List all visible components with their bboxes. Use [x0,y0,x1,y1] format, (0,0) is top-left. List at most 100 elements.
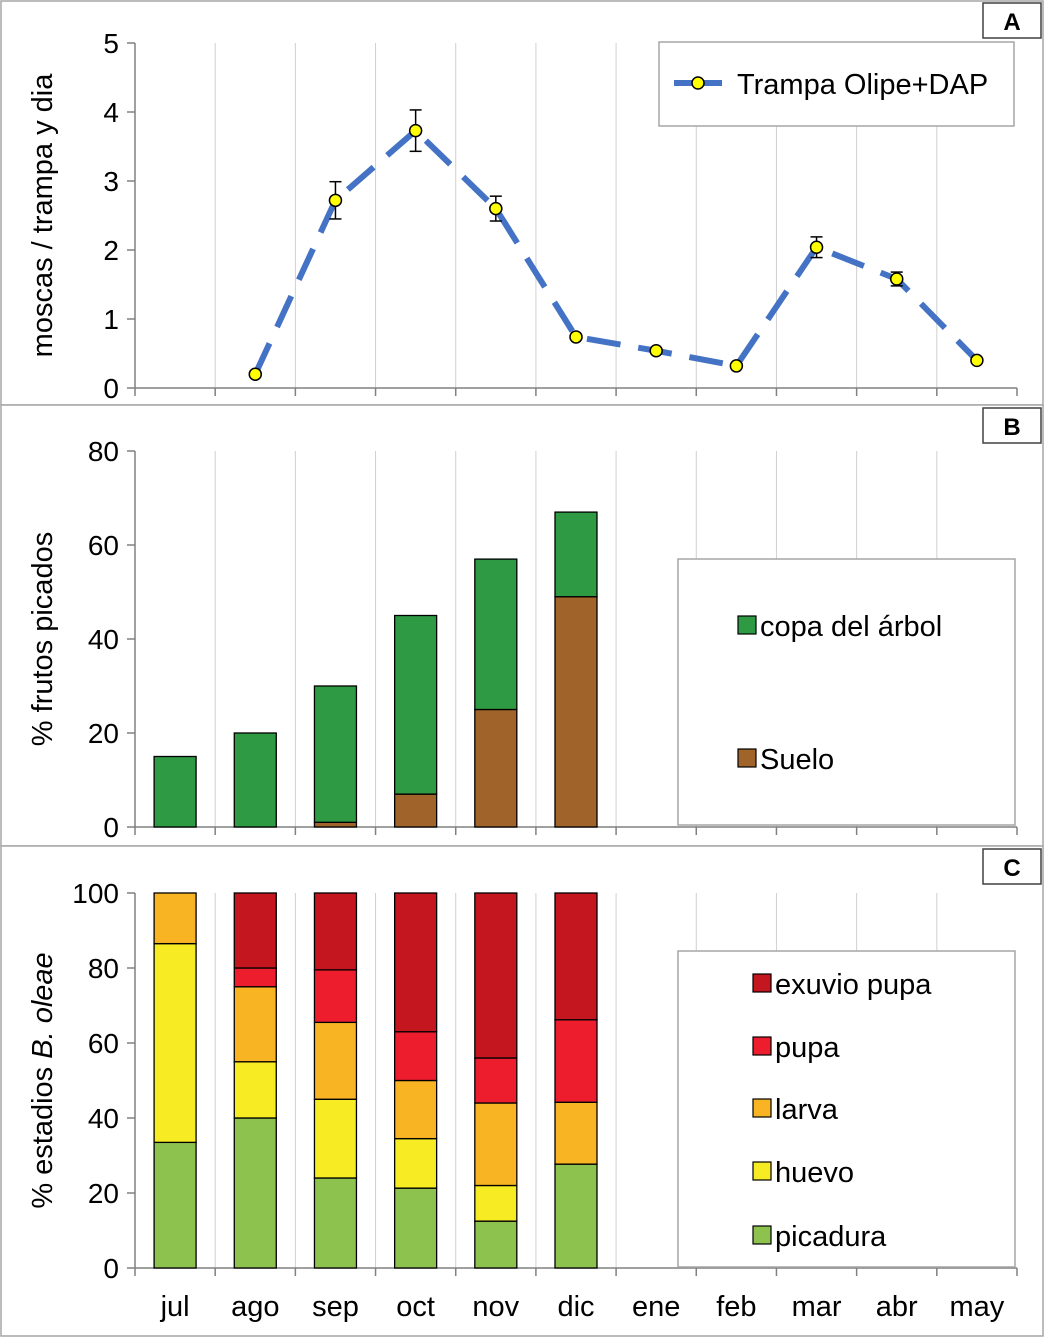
x-tick-label: jul [160,1291,190,1323]
y-tick-label: 0 [103,373,119,404]
y-tick-label: 0 [103,812,119,843]
x-tick-label: dic [557,1291,594,1323]
bar-segment-larva [153,892,197,945]
bar-segment-copa-del-rbol [474,558,518,711]
y-tick-label: 20 [88,718,119,749]
panel-a-chart: 0 1 2 3 4 5 moscas / trampa y dia Trampa Olipe+… [27,28,1018,404]
bar-segment-picadura [313,1177,358,1269]
bar-segment-picadura [153,1141,197,1269]
bar-segment-picadura [554,1163,598,1269]
y-tick-label: 3 [103,166,119,197]
x-tick-label: ago [231,1291,279,1323]
y-tick-label: 40 [88,1103,119,1134]
y-axis-title-part: B. oleae [27,952,59,1058]
legend-box [677,950,1016,1268]
bar-segment-huevo [393,1137,438,1189]
legend-marker-swatch [691,76,705,90]
legend-label: huevo [775,1157,854,1189]
x-tick-label: may [950,1291,1005,1323]
legend-label: exuvio pupa [775,969,932,1001]
bar-segment-larva [554,1101,598,1165]
legend-swatch-exuvio-pupa [752,973,772,993]
bar-segment-pupa [554,1019,598,1103]
bar-segment-copa-del-rbol [313,685,358,823]
bar-segment-copa-del-rbol [554,511,598,598]
bar-segment-picadura [474,1220,518,1269]
bar-segment-larva [313,1021,358,1100]
bar-segment-copa-del-rbol [393,614,438,795]
legend-swatch-larva [752,1098,772,1118]
series-line-trampa-olipe-dap [252,127,980,376]
y-axis-title-part: % estadios [27,1059,59,1209]
bar-segment-pupa [474,1057,518,1104]
bar-segment-pupa [393,1031,438,1082]
bar-segment-exuvio-pupa [233,892,277,969]
panel-c-chart: 0 20 40 60 80 100 % estadios B. oleae exuvio pu… [27,878,1018,1323]
x-tick-label: oct [396,1291,435,1323]
bar-segment-copa-del-rbol [233,732,277,828]
y-tick-label: 1 [103,304,119,335]
data-point [809,240,824,254]
bar-segment-suelo [313,821,358,828]
y-tick-label: 80 [88,953,119,984]
bar-segment-huevo [313,1098,358,1179]
y-tick-label: 0 [103,1253,119,1284]
data-point [489,201,503,216]
bar-segment-larva [393,1079,438,1140]
data-point [408,123,423,138]
bar-segment-huevo [233,1061,277,1119]
data-point [970,353,984,368]
y-tick-label: 5 [103,28,119,59]
bar-segment-larva [474,1102,518,1187]
data-point [889,272,904,286]
x-tick-label: feb [716,1291,756,1323]
y-tick-label: 2 [103,235,119,266]
bar-segment-copa-del-rbol [153,755,197,828]
y-tick-label: 60 [88,1028,119,1059]
legend-swatch-huevo [752,1161,772,1181]
y-tick-label: 100 [72,878,119,909]
bar-segment-pupa [313,969,358,1024]
bar-segment-suelo [554,596,598,828]
y-tick-label: 4 [103,97,119,128]
y-axis-title: % frutos picados [27,532,59,746]
panel-b-chart: 0 20 40 60 80 % frutos picados copa del árbol S… [27,436,1018,843]
x-tick-label: nov [472,1291,519,1323]
legend-swatch-suelo [737,748,757,768]
bar-segment-picadura [233,1117,277,1269]
y-tick-label: 60 [88,530,119,561]
panel-b-letter: B [1003,414,1020,441]
panel-a-letter: A [1003,9,1020,36]
bar-segment-huevo [153,942,197,1144]
panel-b-tag: B [982,407,1042,444]
panel-c-tag: C [982,848,1042,885]
y-axis-title: moscas / trampa y dia [27,73,59,358]
legend-swatch-picadura [752,1225,772,1245]
bar-segment-exuvio-pupa [474,892,518,1059]
bar-segment-picadura [393,1187,438,1269]
data-point [649,343,663,358]
panel-c-letter: C [1003,855,1020,882]
data-point [328,193,343,208]
y-tick-label: 80 [88,436,119,467]
data-point [248,367,263,381]
legend-label: copa del árbol [760,611,942,643]
y-tick-label: 40 [88,624,119,655]
x-tick-label: sep [312,1291,359,1323]
bar-segment-exuvio-pupa [313,892,358,971]
bar-segment-suelo [474,708,518,828]
panel-a-tag: A [982,2,1042,39]
legend-swatch-pupa [752,1036,772,1056]
legend-box [677,558,1016,826]
bar-segment-exuvio-pupa [554,892,598,1021]
y-axis-title: % estadios B. oleae [27,952,59,1208]
legend-label: pupa [775,1032,840,1064]
bar-segment-suelo [393,793,438,828]
legend-label: picadura [775,1221,887,1253]
y-tick-label: 20 [88,1178,119,1209]
legend-swatch-copa-del-rbol [737,615,757,635]
x-tick-label: ene [632,1291,680,1323]
legend-label: Suelo [760,744,834,776]
bar-segment-larva [233,986,277,1063]
